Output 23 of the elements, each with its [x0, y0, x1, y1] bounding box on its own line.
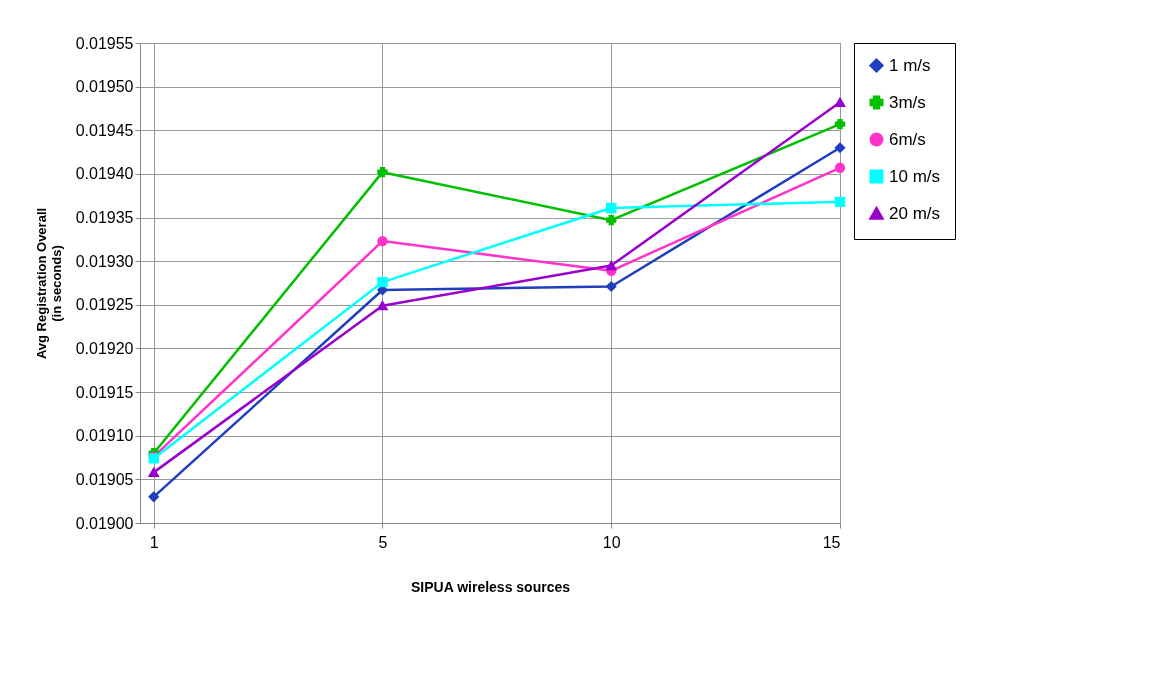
x-tick-label: 15 — [822, 533, 841, 551]
legend-label: 20 m/s — [889, 203, 941, 223]
y-tick-label: 0.01950 — [75, 78, 134, 96]
y-tick-label: 0.01935 — [75, 209, 134, 227]
legend-label: 6m/s — [889, 129, 926, 149]
legend-label: 1 m/s — [889, 55, 931, 75]
legend-label: 3m/s — [889, 92, 926, 112]
y-tick-label: 0.01910 — [75, 427, 134, 445]
x-tick-label: 10 — [602, 533, 621, 551]
y-tick-label: 0.01915 — [75, 383, 134, 401]
y-tick-label: 0.01905 — [75, 470, 134, 488]
y-tick-label: 0.01925 — [75, 296, 134, 314]
y-tick-label: 0.01940 — [75, 165, 134, 183]
y-tick-label: 0.01930 — [75, 252, 134, 270]
y-tick-label: 0.01900 — [75, 514, 134, 532]
x-tick-label: 5 — [378, 533, 388, 551]
y-tick-label: 0.01955 — [75, 34, 134, 52]
x-tick-label: 1 — [149, 533, 159, 551]
legend-label: 10 m/s — [889, 166, 941, 186]
x-axis-title: SIPUA wireless sources — [410, 578, 571, 595]
y-tick-label: 0.01920 — [75, 339, 134, 357]
y-axis-title: Avg Registration Overall (in seconds) — [33, 207, 64, 360]
y-tick-label: 0.01945 — [75, 121, 134, 139]
